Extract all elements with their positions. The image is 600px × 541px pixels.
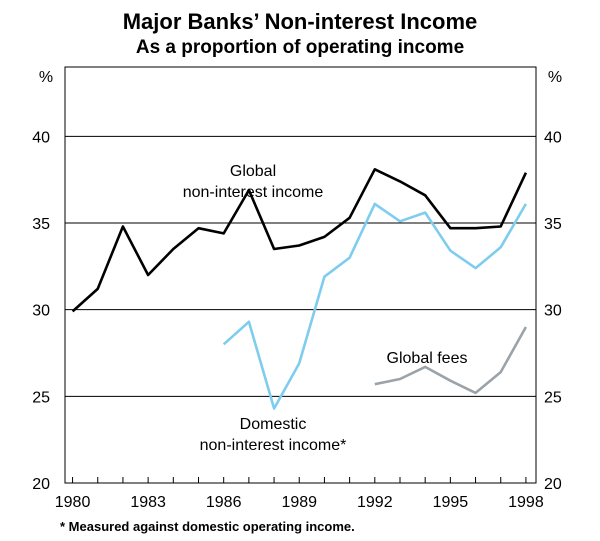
y-tick-left-30: 30 (32, 303, 50, 320)
chart-title: Major Banks’ Non-interest Income (123, 9, 478, 34)
label-global-non-interest-income-line-0: Global (230, 163, 276, 180)
y-tick-left-25: 25 (32, 389, 50, 406)
y-tick-right-20: 20 (544, 476, 562, 493)
grid-lines (65, 135, 536, 397)
y-tick-right-25: 25 (544, 389, 562, 406)
label-global-non-interest-income: Global non-interest income (183, 163, 324, 201)
label-domestic-non-interest-income: Domestic non-interest income* (200, 416, 347, 454)
axis-ticks: 20 20 25 25 30 30 35 35 40 40 1980 1983 1986 1989 1992… (32, 129, 562, 511)
x-tick-1998: 1998 (508, 494, 544, 511)
x-tick-1983: 1983 (130, 494, 166, 511)
x-tick-1989: 1989 (281, 494, 317, 511)
y-unit-right: % (548, 69, 562, 86)
y-tick-left-20: 20 (32, 476, 50, 493)
series-lines (71, 168, 528, 410)
label-global-fees: Global fees (387, 350, 468, 367)
footnote: * Measured against domestic operating in… (60, 519, 355, 534)
x-tick-1986: 1986 (206, 494, 242, 511)
x-tick-1995: 1995 (433, 494, 469, 511)
chart-subtitle: As a proportion of operating income (136, 37, 464, 58)
x-tick-1980: 1980 (55, 494, 91, 511)
series-line-domestic-non-interest-income (222, 202, 528, 410)
series-line-global-non-interest-income (71, 168, 528, 313)
series-line-global-fees (374, 326, 528, 395)
y-unit-left: % (39, 69, 53, 86)
y-tick-right-30: 30 (544, 303, 562, 320)
y-tick-right-40: 40 (544, 129, 562, 146)
series-labels: Global non-interest income Domestic non-int… (183, 163, 468, 454)
label-global-fees-line-0: Global fees (387, 350, 468, 367)
plot-frame (64, 66, 537, 484)
y-tick-right-35: 35 (544, 216, 562, 233)
y-tick-left-40: 40 (32, 129, 50, 146)
label-global-non-interest-income-line-1: non-interest income (183, 184, 324, 201)
label-domestic-non-interest-income-line-0: Domestic (240, 416, 307, 433)
label-domestic-non-interest-income-line-1: non-interest income* (200, 437, 347, 454)
x-tick-1992: 1992 (357, 494, 393, 511)
y-tick-left-35: 35 (32, 216, 50, 233)
